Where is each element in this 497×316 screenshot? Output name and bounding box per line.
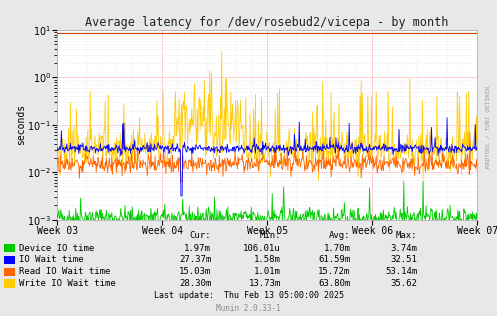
Text: 32.51: 32.51 bbox=[391, 255, 417, 264]
Text: 35.62: 35.62 bbox=[391, 279, 417, 288]
Text: Avg:: Avg: bbox=[329, 231, 350, 240]
Text: 28.30m: 28.30m bbox=[179, 279, 211, 288]
Text: Write IO Wait time: Write IO Wait time bbox=[19, 279, 116, 288]
Text: Cur:: Cur: bbox=[190, 231, 211, 240]
Text: Min:: Min: bbox=[259, 231, 281, 240]
Y-axis label: seconds: seconds bbox=[15, 104, 25, 145]
Text: 63.80m: 63.80m bbox=[318, 279, 350, 288]
Title: Average latency for /dev/rosebud2/vicepa - by month: Average latency for /dev/rosebud2/vicepa… bbox=[85, 16, 449, 29]
Text: 3.74m: 3.74m bbox=[391, 244, 417, 252]
Text: Device IO time: Device IO time bbox=[19, 244, 94, 252]
Text: 13.73m: 13.73m bbox=[248, 279, 281, 288]
Text: 1.01m: 1.01m bbox=[254, 267, 281, 276]
Text: 61.59m: 61.59m bbox=[318, 255, 350, 264]
Text: 53.14m: 53.14m bbox=[385, 267, 417, 276]
Text: IO Wait time: IO Wait time bbox=[19, 255, 83, 264]
Text: 27.37m: 27.37m bbox=[179, 255, 211, 264]
Text: Last update:  Thu Feb 13 05:00:00 2025: Last update: Thu Feb 13 05:00:00 2025 bbox=[154, 291, 343, 300]
Text: 1.97m: 1.97m bbox=[184, 244, 211, 252]
Text: Munin 2.0.33-1: Munin 2.0.33-1 bbox=[216, 304, 281, 313]
Text: Read IO Wait time: Read IO Wait time bbox=[19, 267, 110, 276]
Text: RRDTOOL / TOBI OETIKER: RRDTOOL / TOBI OETIKER bbox=[486, 85, 491, 168]
Text: 15.03m: 15.03m bbox=[179, 267, 211, 276]
Text: 1.70m: 1.70m bbox=[324, 244, 350, 252]
Text: 1.58m: 1.58m bbox=[254, 255, 281, 264]
Text: Max:: Max: bbox=[396, 231, 417, 240]
Text: 106.01u: 106.01u bbox=[243, 244, 281, 252]
Text: 15.72m: 15.72m bbox=[318, 267, 350, 276]
